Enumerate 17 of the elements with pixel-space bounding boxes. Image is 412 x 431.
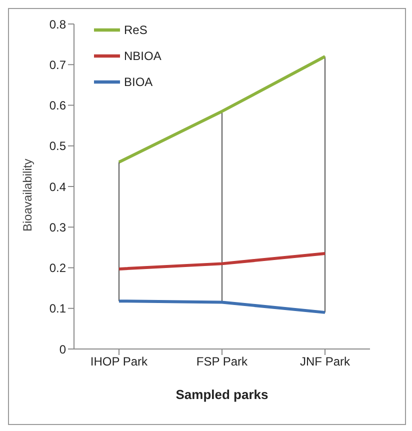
x-tick-label: IHOP Park [90,354,149,369]
legend-label: NBIOA [124,49,162,64]
x-tick-label: FSP Park [196,354,249,369]
y-tick-label: 0.1 [49,302,66,316]
y-tick-label: 0.3 [49,220,66,234]
y-axis-title: Bioavailability [20,158,34,232]
y-tick-label: 0.2 [49,261,66,276]
y-tick-label: 0.8 [49,17,66,32]
y-tick-label: 0.6 [49,98,66,113]
x-axis-title: Sampled parks [176,387,268,402]
legend-label: BIOA [124,75,153,90]
legend-label: ReS [124,23,148,38]
y-tick-label: 0.4 [49,180,66,194]
y-tick-label: 0 [59,342,66,356]
y-tick-label: 0.5 [49,139,66,154]
x-tick-label: JNF Park [300,354,351,369]
y-tick-label: 0.7 [49,58,66,72]
